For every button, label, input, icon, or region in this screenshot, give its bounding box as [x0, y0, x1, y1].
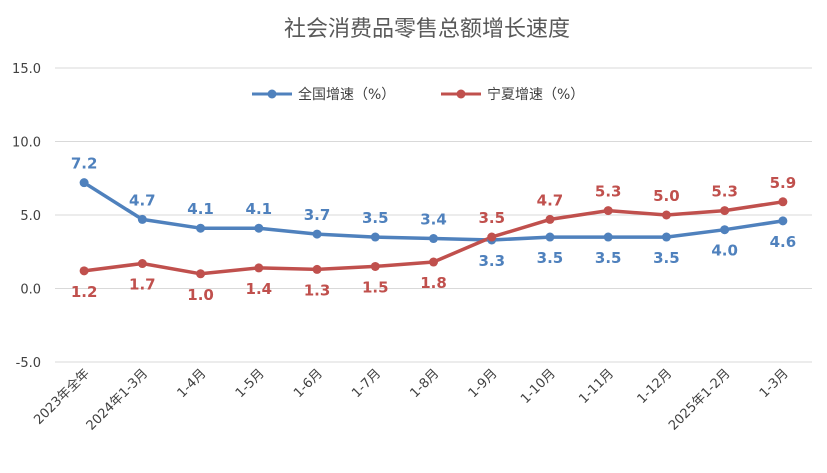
- chart-title: 社会消费品零售总额增长速度: [284, 17, 570, 42]
- legend-marker-national: [267, 89, 277, 99]
- y-tick-label: 10.0: [12, 136, 41, 151]
- x-tick-label: 1-5月: [233, 366, 268, 401]
- data-point: [312, 229, 322, 239]
- y-tick-label: 5.0: [20, 209, 41, 224]
- data-point: [137, 259, 147, 269]
- x-tick-label: 1-10月: [518, 366, 559, 407]
- data-label: 1.5: [362, 278, 389, 296]
- data-point: [778, 216, 788, 226]
- x-tick-label: 1-11月: [576, 366, 617, 407]
- data-label: 3.5: [653, 249, 680, 267]
- data-label: 3.3: [478, 252, 505, 270]
- legend-label-ningxia: 宁夏增速（%）: [487, 86, 584, 103]
- data-label: 4.7: [537, 191, 564, 209]
- data-point: [137, 214, 147, 224]
- x-tick-label: 1-6月: [291, 366, 326, 401]
- data-point: [254, 223, 264, 233]
- x-tick-label: 1-4月: [175, 366, 210, 401]
- y-tick-label: 15.0: [12, 62, 41, 77]
- data-point: [370, 232, 380, 242]
- data-label: 5.3: [595, 183, 622, 201]
- data-point: [603, 206, 613, 216]
- data-label: 3.5: [362, 209, 389, 227]
- data-point: [661, 210, 671, 220]
- x-tick-label: 1-9月: [466, 366, 501, 401]
- x-tick-label: 2023年全年: [31, 366, 93, 428]
- data-point: [545, 232, 555, 242]
- data-point: [545, 214, 555, 224]
- data-label: 1.8: [420, 274, 447, 292]
- data-point: [312, 264, 322, 274]
- data-labels: 7.2 1.2 4.7 1.7 4.1 1.0 4.1 1.4 3.7 1.3 3.5 1.5 3.4 1…: [71, 155, 796, 304]
- data-label: 1.0: [187, 286, 214, 304]
- data-label: 1.7: [129, 276, 156, 294]
- gridlines: [55, 67, 812, 363]
- data-label: 1.4: [246, 280, 273, 298]
- data-label: 4.6: [770, 233, 797, 251]
- data-label: 4.1: [187, 200, 214, 218]
- y-axis-ticks: 15.0 10.0 5.0 0.0 -5.0: [12, 62, 41, 371]
- data-label: 5.0: [653, 187, 680, 205]
- data-point: [720, 225, 730, 235]
- x-tick-label: 2025年1-2月: [666, 366, 733, 433]
- x-tick-label: 2024年1-3月: [84, 366, 151, 433]
- data-label: 1.2: [71, 283, 98, 301]
- x-tick-label: 1-8月: [408, 366, 443, 401]
- legend: 全国增速（%） 宁夏增速（%）: [252, 86, 584, 103]
- data-label: 7.2: [71, 155, 98, 173]
- data-point: [79, 178, 89, 188]
- data-point: [429, 234, 438, 244]
- data-point: [254, 263, 264, 273]
- data-label: 5.3: [711, 183, 738, 201]
- data-point: [778, 197, 788, 207]
- y-tick-label: 0.0: [20, 283, 41, 298]
- x-tick-label: 1-3月: [757, 366, 792, 401]
- data-label: 1.3: [304, 281, 331, 299]
- series-points: [79, 178, 788, 279]
- data-point: [196, 269, 206, 279]
- data-label: 4.1: [246, 200, 273, 218]
- data-point: [603, 232, 613, 242]
- data-point: [196, 223, 206, 233]
- legend-marker-ningxia: [456, 89, 466, 99]
- x-tick-label: 1-12月: [635, 366, 676, 407]
- data-point: [370, 261, 380, 271]
- data-point: [79, 266, 89, 276]
- y-tick-label: -5.0: [16, 356, 41, 371]
- data-point: [429, 257, 438, 267]
- data-point: [487, 232, 497, 242]
- data-label: 4.7: [129, 191, 156, 209]
- legend-label-national: 全国增速（%）: [298, 86, 395, 103]
- x-tick-label: 1-7月: [349, 366, 384, 401]
- data-label: 3.5: [537, 249, 564, 267]
- data-point: [661, 232, 671, 242]
- data-label: 5.9: [770, 174, 797, 192]
- data-label: 4.0: [711, 242, 738, 260]
- data-label: 3.4: [420, 211, 447, 229]
- data-label: 3.5: [478, 209, 505, 227]
- data-label: 3.7: [304, 206, 331, 224]
- data-point: [720, 206, 730, 216]
- data-label: 3.5: [595, 249, 622, 267]
